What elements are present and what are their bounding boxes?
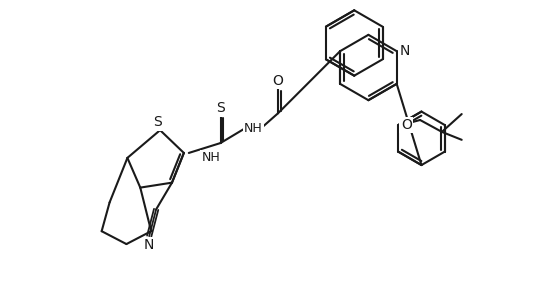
Text: O: O — [272, 74, 283, 88]
Text: N: N — [400, 44, 410, 58]
Text: NH: NH — [244, 122, 262, 135]
Text: O: O — [401, 118, 412, 132]
Text: S: S — [153, 115, 161, 129]
Text: N: N — [144, 238, 154, 252]
Text: NH: NH — [201, 151, 221, 164]
Text: S: S — [216, 101, 225, 115]
